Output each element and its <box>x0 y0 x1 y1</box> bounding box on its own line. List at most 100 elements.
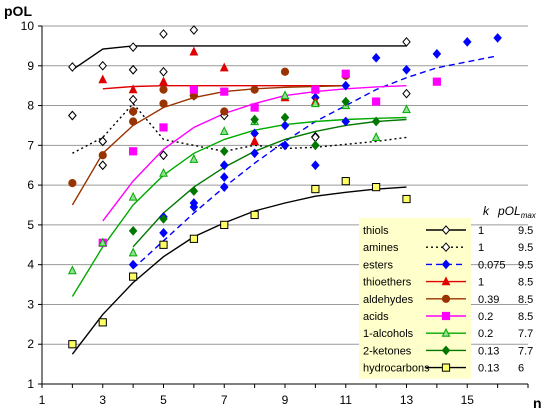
legend-marker-thiols <box>441 225 451 235</box>
legend-label-thiols: thiols <box>363 225 389 237</box>
point-esters <box>341 80 351 91</box>
point-hydrocarbons <box>98 318 107 327</box>
point-aldehydes <box>68 179 77 188</box>
point-acids <box>432 77 441 86</box>
legend-marker-acids <box>441 311 451 321</box>
y-tick-label: 1 <box>27 377 34 391</box>
point-esters <box>280 120 290 131</box>
point-hydrocarbons <box>372 183 381 192</box>
curve-hydrocarbons <box>71 186 407 355</box>
legend-polmax-thiols: 9.5 <box>518 225 533 237</box>
point-aldehydes <box>250 85 259 94</box>
legend-label-thioethers: thioethers <box>363 277 412 289</box>
point-acids <box>250 103 259 112</box>
legend-header-pol-sub: max <box>521 211 537 220</box>
point-amines <box>311 132 320 143</box>
point-aldehydes <box>220 107 229 116</box>
legend-polmax-2-ketones: 7.7 <box>518 345 533 357</box>
legend-marker-aldehydes <box>441 294 451 303</box>
legend-k-aldehydes: 0.39 <box>478 294 499 306</box>
legend-marker-hydrocarbons <box>441 363 451 372</box>
legend-label-hydrocarbons: hydrocarbons <box>363 363 430 375</box>
y-axis-label: pOL <box>4 3 32 19</box>
legend-label-esters: esters <box>363 259 393 271</box>
point-esters <box>432 48 442 59</box>
point-acids <box>372 97 381 106</box>
point-esters <box>219 160 229 171</box>
legend-polmax-thioethers: 8.5 <box>518 277 533 289</box>
point-thiols <box>402 88 411 99</box>
legend-polmax-1-alcohols: 7.7 <box>518 328 533 340</box>
point-2-ketones <box>250 114 259 125</box>
point-hydrocarbons <box>159 240 168 249</box>
curve-2-ketones <box>132 118 407 248</box>
point-thioethers <box>128 84 138 94</box>
legend: k pOLmax thiols 1 9.5 amines 1 9.5 esters 0.075 9.… <box>359 204 537 379</box>
point-1-alcohols <box>98 237 108 247</box>
point-thiols <box>402 37 411 47</box>
point-esters <box>311 160 320 171</box>
y-tick-label: 6 <box>27 178 34 192</box>
point-thioethers <box>189 46 199 56</box>
point-acids <box>129 147 138 156</box>
legend-marker-2-ketones <box>441 345 451 356</box>
point-acids <box>220 87 229 96</box>
point-esters <box>280 140 290 151</box>
legend-marker-thioethers <box>441 276 451 286</box>
point-amines <box>98 160 108 171</box>
point-esters <box>219 182 229 192</box>
point-thiols <box>68 62 77 72</box>
point-thiols <box>189 25 199 35</box>
point-esters <box>189 202 199 212</box>
point-esters <box>219 172 229 183</box>
x-tick-label: 15 <box>461 393 475 407</box>
point-1-alcohols <box>67 265 77 275</box>
y-tick-label: 10 <box>21 19 35 33</box>
x-tick-label: 7 <box>221 393 228 407</box>
x-tick-label: 13 <box>400 393 414 407</box>
legend-label-1-alcohols: 1-alcohols <box>363 328 414 340</box>
legend-k-acids: 0.2 <box>478 311 493 323</box>
legend-marker-1-alcohols <box>441 327 451 337</box>
point-1-alcohols <box>219 126 229 136</box>
point-2-ketones <box>189 186 199 196</box>
legend-k-hydrocarbons: 0.13 <box>478 363 499 375</box>
point-amines <box>159 150 168 161</box>
point-2-ketones <box>159 214 168 224</box>
point-amines <box>128 64 138 75</box>
x-tick-label: 1 <box>39 393 46 407</box>
point-aldehydes <box>159 85 168 94</box>
data-points <box>67 25 502 349</box>
point-hydrocarbons <box>311 184 320 194</box>
point-1-alcohols <box>402 104 411 114</box>
point-1-alcohols <box>371 132 381 141</box>
point-thiols <box>128 42 138 52</box>
legend-marker-amines <box>441 242 451 253</box>
point-acids <box>159 123 168 132</box>
point-1-alcohols <box>159 167 168 177</box>
point-hydrocarbons <box>250 210 259 220</box>
point-aldehydes <box>159 99 168 108</box>
x-tick-label: 5 <box>160 393 167 407</box>
y-tick-label: 4 <box>27 258 34 272</box>
legend-label-amines: amines <box>363 242 399 254</box>
point-thiols <box>98 60 108 71</box>
legend-k-thioethers: 1 <box>478 277 484 289</box>
point-1-alcohols <box>310 98 320 108</box>
point-2-ketones <box>311 140 320 151</box>
point-esters <box>493 33 502 43</box>
point-esters <box>128 259 138 270</box>
point-aldehydes <box>280 67 290 76</box>
point-hydrocarbons <box>341 177 350 186</box>
curve-thiols <box>72 45 407 71</box>
point-1-alcohols <box>189 154 199 163</box>
y-tick-label: 8 <box>27 99 34 113</box>
legend-k-2-ketones: 0.13 <box>478 345 499 357</box>
x-tick-label: 9 <box>282 393 289 407</box>
point-thiols <box>159 66 168 77</box>
point-2-ketones <box>219 146 229 157</box>
legend-k-esters: 0.075 <box>478 259 506 271</box>
x-tick-label: 11 <box>340 393 353 407</box>
legend-k-1-alcohols: 0.2 <box>478 328 493 340</box>
